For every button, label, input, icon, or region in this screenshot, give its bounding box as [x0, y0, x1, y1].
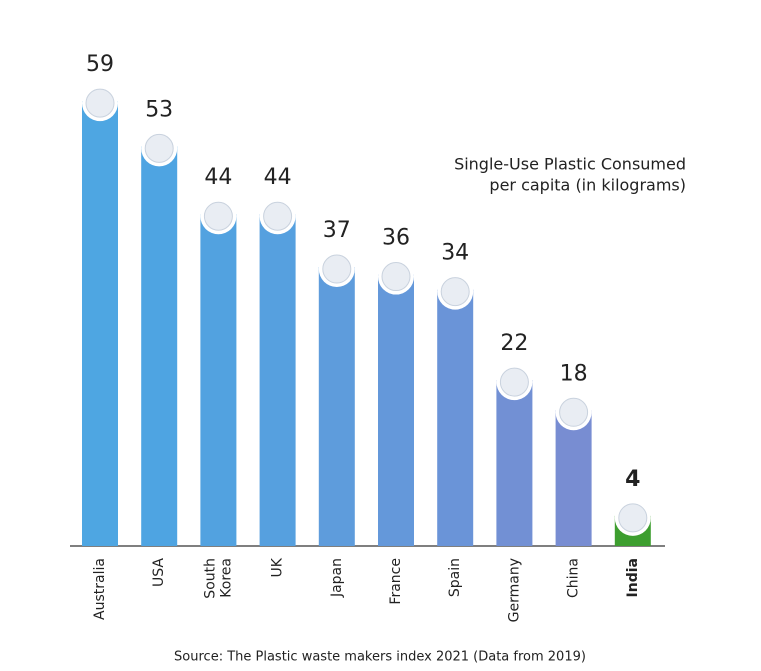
- bar: [200, 214, 237, 547]
- flag: [499, 367, 529, 397]
- source: Source: The Plastic waste makers index 2…: [174, 650, 586, 665]
- x-tick-label: India: [625, 558, 641, 597]
- bar: [378, 274, 414, 546]
- flag: [381, 262, 411, 292]
- value-label: 37: [323, 218, 351, 243]
- flag: [440, 277, 470, 307]
- bar: [259, 214, 296, 547]
- x-tick-label: USA: [151, 558, 167, 587]
- value-label: 34: [441, 241, 469, 266]
- value-label: 18: [560, 361, 588, 386]
- bar: [141, 146, 178, 546]
- value-label: 59: [86, 52, 114, 77]
- value-label: 44: [204, 165, 232, 190]
- x-tick-label: Japan: [329, 558, 345, 598]
- flag: [203, 201, 233, 231]
- value-label: 53: [145, 97, 173, 122]
- flag: [85, 88, 115, 118]
- value-label: 4: [625, 467, 640, 492]
- flag: [322, 254, 352, 284]
- x-tick-label: SouthKorea: [202, 558, 234, 599]
- value-label: 22: [500, 331, 528, 356]
- x-tick-label: France: [388, 558, 404, 605]
- bar: [555, 410, 592, 546]
- bar: [318, 267, 355, 546]
- x-tick-label: Spain: [447, 558, 463, 597]
- bar: [437, 289, 474, 546]
- flag: [144, 133, 174, 163]
- flag: [263, 201, 293, 231]
- value-label: 44: [264, 165, 292, 190]
- flag: [618, 503, 648, 533]
- flag: [559, 397, 589, 427]
- x-tick-label: UK: [270, 557, 286, 577]
- annotation: Single-Use Plastic Consumed: [454, 155, 686, 174]
- annotation: per capita (in kilograms): [489, 176, 686, 195]
- bar: [496, 380, 533, 546]
- x-tick-label: China: [566, 558, 582, 598]
- x-tick-label: Australia: [92, 558, 108, 620]
- bar: [82, 101, 118, 546]
- x-tick-label: Germany: [506, 558, 522, 622]
- value-label: 36: [382, 226, 410, 251]
